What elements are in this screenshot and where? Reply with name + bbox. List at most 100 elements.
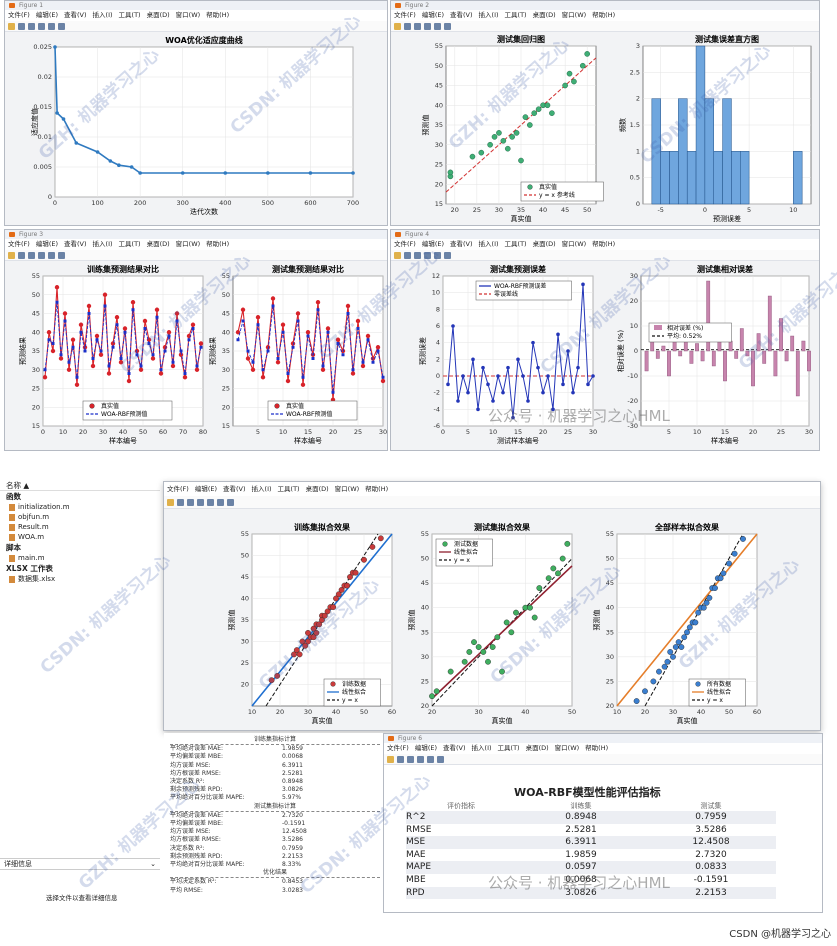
figure2-menubar: 文件(F) 编辑(E) 查看(V) 插入(I) 工具(T) 桌面(D) 窗口(W) 帮助(H) [391,10,819,21]
scatter-point [672,644,679,650]
file-item[interactable]: objfun.m [0,512,160,522]
scatter-point [503,619,510,626]
menu-item[interactable]: 工具(T) [504,11,527,19]
y-tick-label: 0.5 [630,174,640,182]
file-item[interactable]: 数据集.xlsx [0,574,160,584]
relative-error-bar [739,328,744,352]
menu-item[interactable]: 插入(I) [478,11,499,19]
file-item[interactable]: initialization.m [0,502,160,512]
y-tick-label: 40 [222,328,230,336]
menu-item[interactable]: 编辑(E) [421,11,444,19]
figure6-menubar: 文件(F) 编辑(E) 查看(V) 插入(I) 工具(T) 桌面(D) 窗口(W) 帮助(H) [384,743,822,754]
menu-item[interactable]: 帮助(H) [592,11,616,19]
functions-section[interactable]: 函数 [6,492,21,501]
x-tick-label: 60 [159,428,167,436]
menu-item[interactable]: 编辑(E) [421,240,444,248]
fitness-point [95,150,100,154]
menu-item[interactable]: 窗口(W) [561,240,587,248]
menu-item[interactable]: 桌面(D) [532,11,556,19]
metrics-table-title: WOA-RBF模型性能评估指标 [514,786,661,799]
error-point [571,390,575,395]
scripts-section[interactable]: 脚本 [6,543,21,552]
menu-item[interactable]: 帮助(H) [206,11,230,19]
menu-item[interactable]: 工具(T) [118,11,141,19]
prediction-compare-chart: 0 10 20 30 40 50 60 70 80 15 20 25 30 35 40 45 50 55 训练集预测… [18,264,387,445]
series-marker [95,338,99,342]
menu-item[interactable]: 窗口(W) [561,11,587,19]
menu-item[interactable]: 帮助(H) [206,240,230,248]
menu-item[interactable]: 工具(T) [118,240,141,248]
menu-item[interactable]: 编辑(E) [414,744,437,752]
menu-item[interactable]: 工具(T) [277,485,300,493]
menu-item[interactable]: 桌面(D) [305,485,329,493]
menu-item[interactable]: 编辑(E) [35,240,58,248]
menu-item[interactable]: 插入(I) [92,11,113,19]
y-axis-label: 预测值 [592,610,601,631]
scatter-point [720,570,727,577]
menu-item[interactable]: 帮助(H) [585,744,609,752]
menu-item[interactable]: 插入(I) [478,240,499,248]
menu-item[interactable]: 文件(F) [394,11,416,19]
error-point [591,374,595,378]
error-point [451,324,455,328]
y-tick-label: -4 [434,405,440,413]
menu-item[interactable]: 插入(I) [92,240,113,248]
menu-item[interactable]: 文件(F) [8,11,30,19]
menu-item[interactable]: 文件(F) [167,485,189,493]
menu-item[interactable]: 工具(T) [497,744,520,752]
menu-item[interactable]: 桌面(D) [525,744,549,752]
series-marker [142,318,148,324]
chevron-down-icon[interactable]: ⌄ [150,860,156,868]
menu-item[interactable]: 编辑(E) [194,485,217,493]
menu-item[interactable]: 桌面(D) [532,240,556,248]
menu-item[interactable]: 桌面(D) [146,11,170,19]
series-marker [255,315,261,320]
menu-item[interactable]: 工具(T) [504,240,527,248]
series-marker [114,315,120,320]
x-tick-label: 400 [219,199,231,207]
series-marker [67,360,71,364]
menu-item[interactable]: 窗口(W) [334,485,360,493]
menu-item[interactable]: 插入(I) [251,485,272,493]
error-point [511,415,515,420]
file-item[interactable]: main.m [0,553,160,563]
figure3-toolbar [5,250,387,261]
menu-item[interactable]: 编辑(E) [35,11,58,19]
name-column-header[interactable]: 名称 ▲ [0,480,160,491]
menu-item[interactable]: 窗口(W) [554,744,580,752]
y-tick-label: 20 [606,702,614,710]
menu-item[interactable]: 查看(V) [450,11,473,19]
details-bar[interactable]: 详细信息 ⌄ [0,858,160,870]
y-tick-label: 55 [606,530,614,538]
file-item[interactable]: Result.m [0,522,160,532]
file-item[interactable]: WOA.m [0,532,160,542]
menu-item[interactable]: 帮助(H) [365,485,389,493]
x-tick-label: 40 [332,708,340,716]
menu-item[interactable]: 窗口(W) [175,11,201,19]
menu-item[interactable]: 查看(V) [223,485,246,493]
series-marker [336,342,340,345]
menu-item[interactable]: 桌面(D) [146,240,170,248]
menu-item[interactable]: 文件(F) [8,240,30,248]
menu-item[interactable]: 文件(F) [394,240,416,248]
menu-item[interactable]: 查看(V) [450,240,473,248]
menu-item[interactable]: 插入(I) [471,744,492,752]
scatter-point [703,599,710,606]
menu-item[interactable]: 查看(V) [64,11,87,19]
scatter-point [499,668,505,675]
scatter-point [712,585,718,591]
menu-item[interactable]: 查看(V) [443,744,466,752]
scatter-point [338,587,345,593]
series-marker [275,360,281,365]
series-marker [147,342,151,345]
series-marker [159,368,163,372]
menu-item[interactable]: 查看(V) [64,240,87,248]
menu-item[interactable]: 文件(F) [387,744,409,752]
console-row: 平均绝对百分比误差 MAPE: 8.33% [170,861,302,869]
menu-item[interactable]: 帮助(H) [592,240,616,248]
scatter-point [447,668,454,675]
xlsx-section[interactable]: XLSX 工作表 [6,564,53,573]
series-marker [99,349,103,353]
legend-label: 所有数据 [707,680,731,688]
menu-item[interactable]: 窗口(W) [175,240,201,248]
